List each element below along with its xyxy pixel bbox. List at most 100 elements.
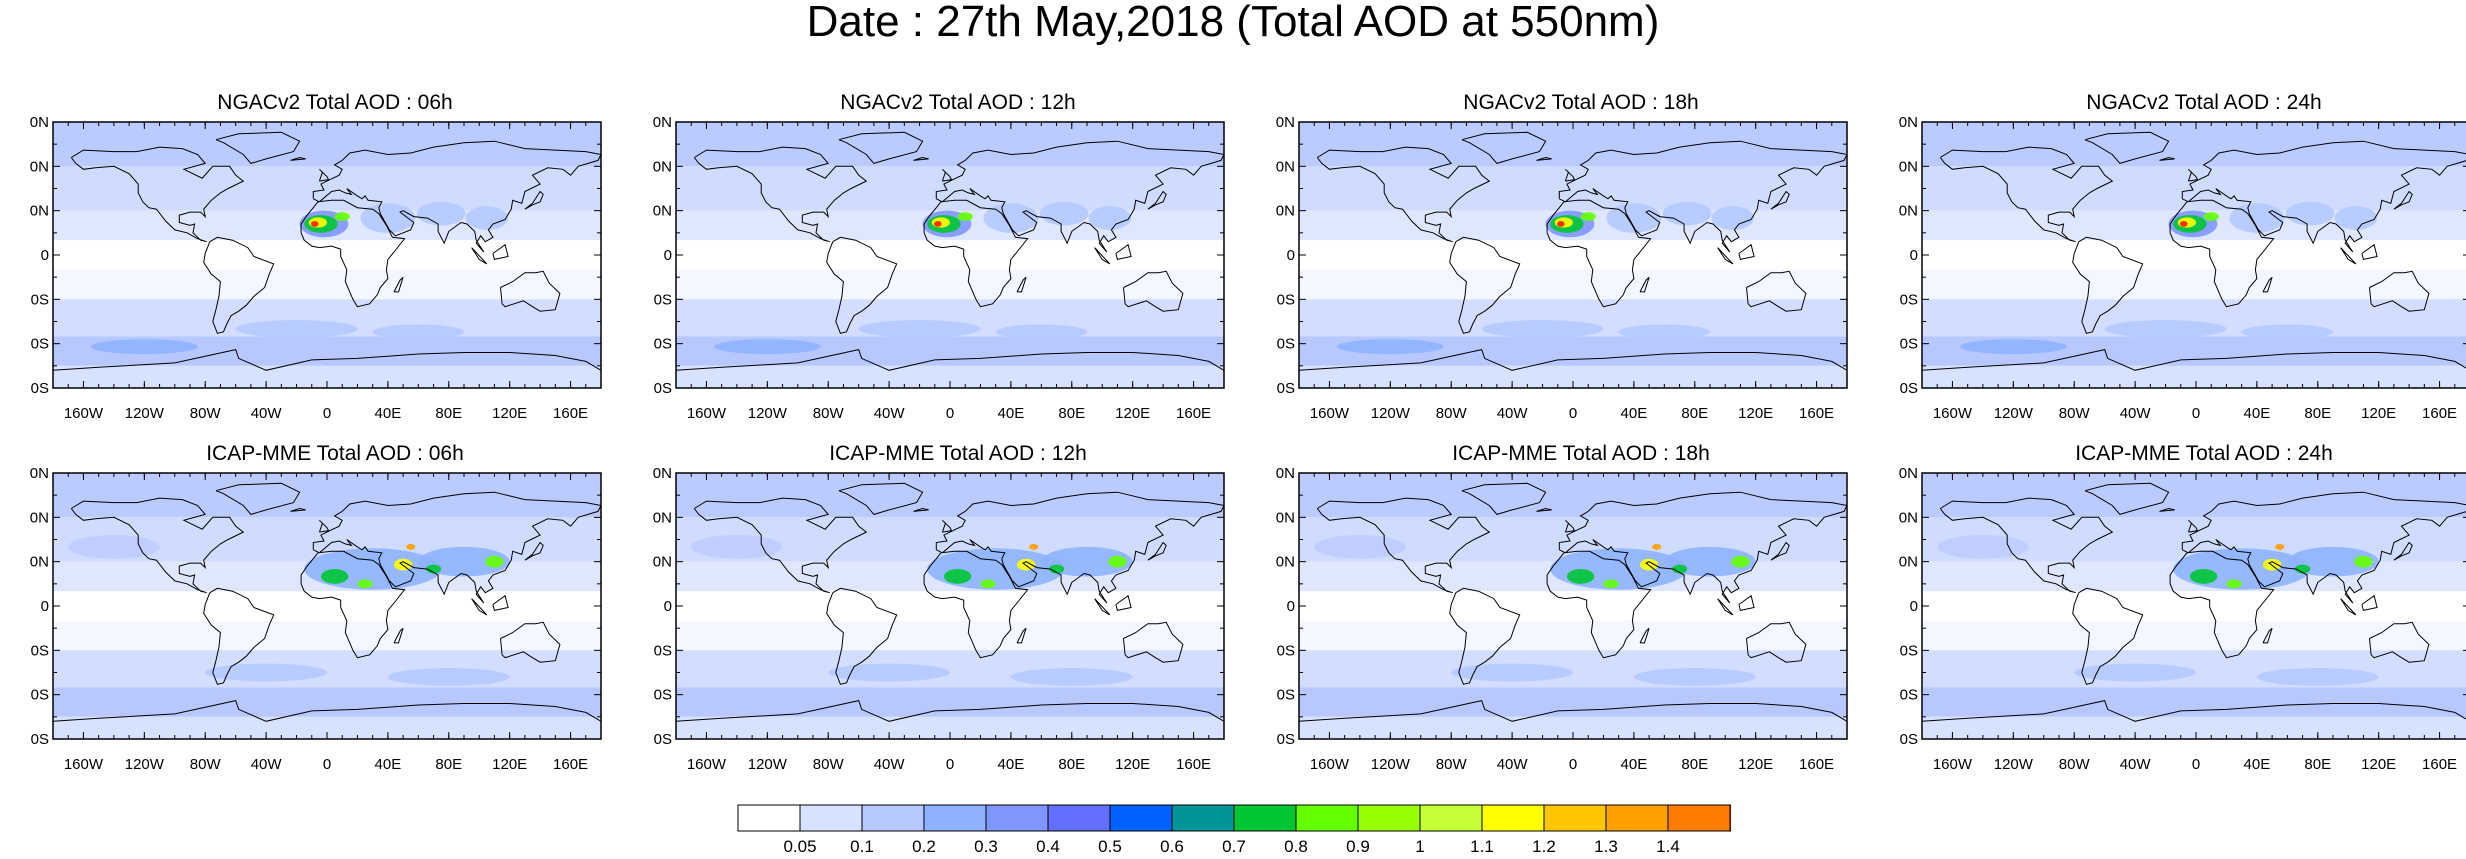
lat-tick-label: 90N: [30, 465, 49, 482]
colorbar-box: [861, 804, 925, 832]
panel-title: NGACv2 Total AOD : 18h: [1463, 91, 1699, 114]
colorbar-box: [1357, 804, 1421, 832]
lat-tick-label: 60S: [30, 687, 49, 704]
lat-tick-label: 60S: [30, 336, 49, 353]
lat-tick-label: 30S: [1899, 642, 1918, 659]
map-panel: NGACv2 Total AOD : 24h90N60N30N030S60S90…: [1899, 90, 2466, 500]
colorbar-label: 0.3: [974, 837, 998, 854]
lon-tick-label: 40E: [2244, 756, 2271, 773]
panel-title: NGACv2 Total AOD : 12h: [840, 91, 1076, 114]
lat-tick-label: 60N: [653, 509, 672, 526]
lon-tick-label: 120E: [2361, 405, 2396, 422]
lat-tick-label: 0: [1910, 598, 1918, 615]
lon-tick-label: 0: [323, 405, 331, 422]
aod-map: 90N 60N 30N 0 30S 60S 90S 160W 120W 80W 40W 0 40E 80E…: [653, 114, 1225, 422]
map-panel: ICAP-MME Total AOD : 06h 90N 60N 30N 0 30S 60S…: [30, 441, 640, 851]
colorbar-label: 0.2: [912, 837, 936, 854]
lon-tick-label: 40E: [998, 405, 1025, 422]
lon-tick-label: 40E: [998, 756, 1025, 773]
lon-tick-label: 0: [1569, 756, 1577, 773]
lat-tick-label: 90S: [30, 731, 49, 748]
lat-tick-label: 60N: [30, 509, 49, 526]
colorbar-label: 0.6: [1160, 837, 1184, 854]
lon-tick-label: 120E: [1115, 405, 1150, 422]
lat-tick-label: 60N: [1276, 509, 1295, 526]
lon-tick-label: 80E: [435, 405, 462, 422]
lat-tick-label: 60S: [653, 336, 672, 353]
map-panel: NGACv2 Total AOD : 18h90N60N30N030S60S90…: [1276, 90, 1886, 500]
lon-tick-label: 40E: [375, 405, 402, 422]
lon-tick-label: 120E: [492, 756, 527, 773]
lon-tick-label: 120W: [748, 405, 788, 422]
lon-tick-label: 160E: [1799, 756, 1834, 773]
lat-tick-label: 30S: [30, 642, 49, 659]
lat-tick-label: 60N: [1276, 158, 1295, 175]
lon-tick-label: 120W: [1371, 405, 1411, 422]
lat-tick-label: 90S: [653, 380, 672, 397]
colorbar-box: [1295, 804, 1359, 832]
colorbar-box: [1047, 804, 1111, 832]
colorbar-label: 0.7: [1222, 837, 1246, 854]
lat-tick-label: 90S: [1899, 380, 1918, 397]
lon-tick-label: 120E: [1738, 405, 1773, 422]
lat-tick-label: 90N: [1899, 114, 1918, 131]
colorbar-box: [1667, 804, 1731, 832]
lon-tick-label: 0: [323, 756, 331, 773]
lon-tick-label: 120W: [1994, 405, 2034, 422]
aod-map: 90N 60N 30N 0 30S 60S 90S 160W 120W 80W 40W 0 40E 80E…: [1276, 114, 1848, 422]
lon-tick-label: 40W: [2120, 756, 2152, 773]
colorbar-box: [923, 804, 987, 832]
lon-tick-label: 80E: [2304, 405, 2331, 422]
lon-tick-label: 80W: [1436, 405, 1468, 422]
lat-tick-label: 30S: [1276, 642, 1295, 659]
lat-tick-label: 0: [41, 247, 49, 264]
lon-tick-label: 40W: [874, 756, 906, 773]
lon-tick-label: 160W: [1310, 405, 1350, 422]
lat-tick-label: 60S: [653, 687, 672, 704]
panel-title: ICAP-MME Total AOD : 06h: [206, 442, 464, 465]
lon-tick-label: 160W: [687, 405, 727, 422]
panel-title: ICAP-MME Total AOD : 24h: [2075, 442, 2333, 465]
lon-tick-label: 160W: [1310, 756, 1350, 773]
lon-tick-label: 80E: [1058, 756, 1085, 773]
lat-tick-label: 0: [664, 247, 672, 264]
lon-tick-label: 160E: [1799, 405, 1834, 422]
colorbar-label: 1.2: [1532, 837, 1556, 854]
lat-tick-label: 60S: [1276, 336, 1295, 353]
lon-tick-label: 40W: [251, 756, 283, 773]
colorbar-label: 0.9: [1346, 837, 1370, 854]
aod-map: 90N 60N 30N 0 30S 60S 90S 160W 120W 80W 40W 0 40E 80E…: [30, 114, 602, 422]
colorbar: 0.05 0.1 0.2 0.3 0.4 0.5 0.6 0.7 0.8 0.9 1 1.1 1.2 1.…: [735, 804, 1793, 856]
colorbar-svg: 0.05 0.1 0.2 0.3 0.4 0.5 0.6 0.7 0.8 0.9 1 1.1 1.2 1.…: [737, 804, 1793, 856]
aod-map: 90N 60N 30N 0 30S 60S 90S 160W 120W 80W 40W 0 40E 80E…: [1276, 465, 1848, 773]
colorbar-label: 1.4: [1656, 837, 1680, 854]
lat-tick-label: 60N: [1899, 509, 1918, 526]
lon-tick-label: 0: [1569, 405, 1577, 422]
colorbar-label: 1.1: [1470, 837, 1494, 854]
lon-tick-label: 80W: [190, 405, 222, 422]
colorbar-box: [799, 804, 863, 832]
panel-title: ICAP-MME Total AOD : 18h: [1452, 442, 1710, 465]
lat-tick-label: 60N: [1899, 158, 1918, 175]
lon-tick-label: 80W: [813, 405, 845, 422]
lon-tick-label: 80W: [2059, 756, 2091, 773]
panel-title: NGACv2 Total AOD : 06h: [217, 91, 453, 114]
colorbar-label: 1.3: [1594, 837, 1618, 854]
lon-tick-label: 0: [946, 405, 954, 422]
lon-tick-label: 120W: [748, 756, 788, 773]
lat-tick-label: 30S: [1276, 291, 1295, 308]
lon-tick-label: 80W: [190, 756, 222, 773]
lat-tick-label: 90N: [30, 114, 49, 131]
lon-tick-label: 40E: [2244, 405, 2271, 422]
panel-title: NGACv2 Total AOD : 24h: [2086, 91, 2322, 114]
colorbar-label: 0.1: [850, 837, 874, 854]
lon-tick-label: 40W: [1497, 756, 1529, 773]
colorbar-box: [1109, 804, 1173, 832]
lon-tick-label: 160W: [687, 756, 727, 773]
lon-tick-label: 120E: [492, 405, 527, 422]
lon-tick-label: 80W: [813, 756, 845, 773]
lat-tick-label: 30N: [1276, 203, 1295, 220]
lon-tick-label: 120W: [125, 756, 165, 773]
lon-tick-label: 120W: [1994, 756, 2034, 773]
lat-tick-label: 0: [1910, 247, 1918, 264]
